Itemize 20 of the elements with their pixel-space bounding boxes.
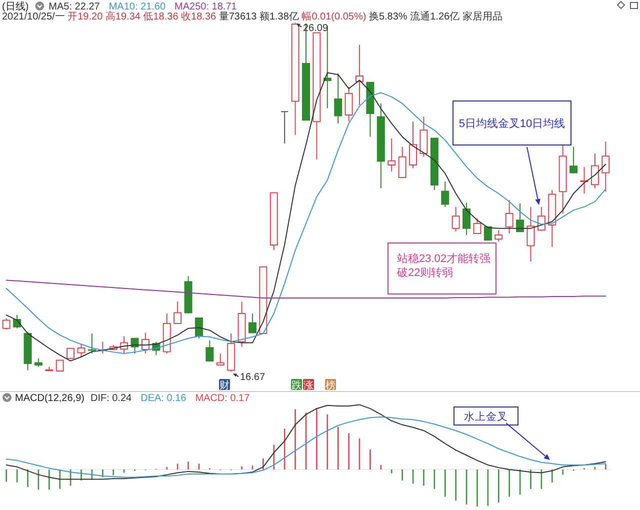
- legend: MA250: 18.71: [174, 2, 237, 12]
- legend: DEA: 0.16: [140, 393, 186, 404]
- title: (日线): [2, 2, 29, 12]
- annotation: 榜: [325, 379, 336, 392]
- annotation: 跌: [291, 379, 302, 392]
- legend: MACD: 0.17: [195, 393, 250, 404]
- annotation: 水上金叉: [454, 406, 518, 426]
- annotation: 2021/10/25/一 开19.20 高19.34 低18.36 收18.36 量73613 额1.38亿 幅0.01(0.05%) 换5.83% 流通1.26亿 家居用品: [2, 12, 502, 22]
- annotation: 涨: [303, 379, 314, 392]
- annotation: 站稳23.02才能转强破22则转弱: [388, 242, 496, 294]
- annotation: 财: [219, 379, 230, 392]
- legend: MA5: 22.27: [48, 2, 100, 12]
- legend: DIF: 0.24: [90, 393, 132, 404]
- annotation: 水上金叉: [464, 410, 508, 423]
- annotation: 5日均线金叉10日均线: [452, 100, 572, 146]
- annotation: 5日均线金叉10日均线: [458, 117, 566, 130]
- title: MACD(12,26,9): [15, 393, 84, 404]
- annotation: 16.67: [240, 372, 266, 383]
- legend: MA10: 21.60: [108, 2, 166, 12]
- annotation: 站稳23.02才能转强破22则转弱: [396, 252, 491, 279]
